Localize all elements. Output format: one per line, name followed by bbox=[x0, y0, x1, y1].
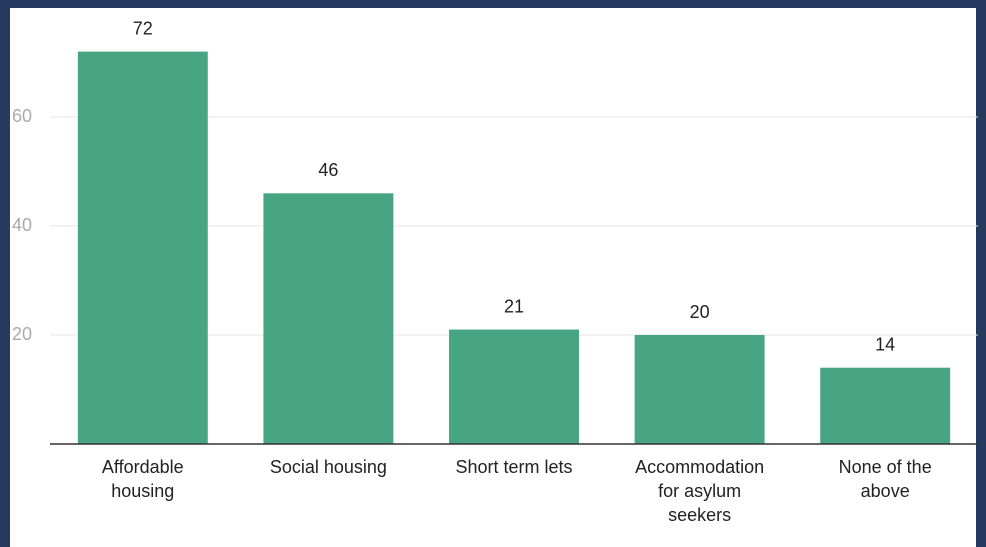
bar bbox=[634, 335, 765, 444]
y-tick-label: 60 bbox=[12, 106, 32, 126]
value-label: 14 bbox=[875, 334, 895, 354]
bar bbox=[820, 367, 951, 444]
x-tick-label: Accommodation for asylum seekers bbox=[635, 457, 765, 525]
value-label: 72 bbox=[133, 18, 153, 38]
x-tick-label: None of the above bbox=[838, 457, 932, 501]
value-label: 21 bbox=[504, 296, 524, 316]
x-tick-label: Short term lets bbox=[455, 457, 573, 477]
value-label: 46 bbox=[318, 160, 338, 180]
bar bbox=[263, 193, 394, 444]
value-label: 20 bbox=[690, 302, 710, 322]
y-tick-label: 40 bbox=[12, 215, 32, 235]
y-tick-label: 20 bbox=[12, 324, 32, 344]
bar bbox=[77, 51, 208, 444]
bar bbox=[449, 329, 579, 444]
x-tick-label: Social housing bbox=[269, 457, 387, 477]
x-tick-label: Affordable housing bbox=[101, 457, 184, 501]
